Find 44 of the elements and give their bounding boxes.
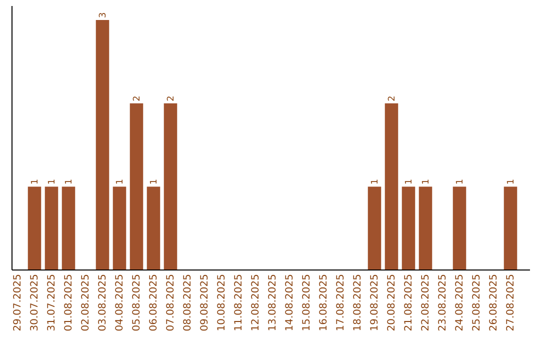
x-tick-label: 13.08.2025 <box>268 274 278 332</box>
x-tick-label: 26.08.2025 <box>488 274 500 332</box>
data-label: 1 <box>370 178 380 185</box>
x-tick-label: 17.08.2025 <box>336 274 346 332</box>
x-tick-label: 08.08.2025 <box>182 274 194 332</box>
x-tick-label: 23.08.2025 <box>438 274 448 332</box>
x-tick-label: 22.08.2025 <box>420 274 432 332</box>
data-label: 2 <box>132 96 142 102</box>
x-tick-label: 09.08.2025 <box>200 274 210 332</box>
x-tick-label: 12.08.2025 <box>250 274 262 332</box>
data-label: 1 <box>422 178 432 185</box>
x-tick-label: 27.08.2025 <box>506 274 516 332</box>
x-tick-label: 14.08.2025 <box>284 274 296 332</box>
data-label: 1 <box>150 178 160 185</box>
data-label: 1 <box>404 178 414 185</box>
data-label: 1 <box>456 178 466 185</box>
x-tick-label: 18.08.2025 <box>352 274 364 332</box>
x-tick-label: 25.08.2025 <box>472 274 482 332</box>
x-tick-label: 04.08.2025 <box>114 274 126 332</box>
data-label: 1 <box>506 178 516 185</box>
data-label: 1 <box>116 178 126 185</box>
x-tick-label: 16.08.2025 <box>318 274 330 332</box>
x-tick-label: 01.08.2025 <box>64 274 74 332</box>
x-tick-label: 03.08.2025 <box>98 274 108 332</box>
x-tick-label: 19.08.2025 <box>370 274 380 332</box>
x-tick-label: 02.08.2025 <box>80 274 92 332</box>
data-label: 1 <box>64 178 74 185</box>
x-tick-label: 10.08.2025 <box>216 274 228 332</box>
x-tick-label: 21.08.2025 <box>404 274 414 332</box>
x-tick-label: 07.08.2025 <box>166 274 176 332</box>
data-label: 3 <box>98 12 108 18</box>
x-tick-label: 06.08.2025 <box>148 274 160 332</box>
x-tick-label: 24.08.2025 <box>454 274 466 332</box>
x-tick-label: 20.08.2025 <box>386 274 398 332</box>
data-label: 1 <box>30 178 40 185</box>
x-tick-label: 05.08.2025 <box>132 274 142 332</box>
x-tick-label: 15.08.2025 <box>302 274 312 332</box>
data-label: 2 <box>166 96 176 102</box>
x-tick-label: 11.08.2025 <box>234 274 244 332</box>
x-tick-label: 30.07.2025 <box>30 274 40 332</box>
x-tick-label: 31.07.2025 <box>46 274 58 332</box>
data-label: 1 <box>48 178 58 185</box>
x-tick-label: 29.07.2025 <box>12 274 24 332</box>
data-label: 2 <box>388 96 398 102</box>
